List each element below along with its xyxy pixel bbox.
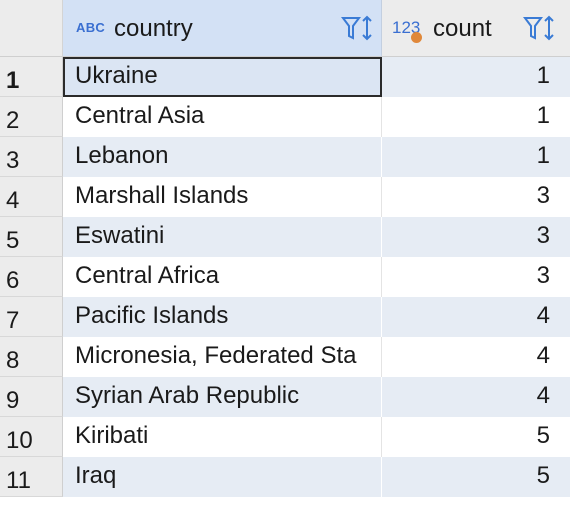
cell-count[interactable]: 4 — [382, 297, 570, 337]
cell-country[interactable]: Lebanon — [63, 137, 382, 177]
row-number[interactable]: 9 — [0, 377, 63, 417]
row-number[interactable]: 3 — [0, 137, 63, 177]
cell-count[interactable]: 1 — [382, 137, 570, 177]
cell-count[interactable]: 3 — [382, 257, 570, 297]
row-number[interactable]: 1 — [0, 57, 63, 97]
cell-country[interactable]: Pacific Islands — [63, 297, 382, 337]
table-row[interactable]: 8 Micronesia, Federated Sta 4 — [0, 337, 570, 377]
cell-count[interactable]: 5 — [382, 457, 570, 497]
table-row[interactable]: 7 Pacific Islands 4 — [0, 297, 570, 337]
column-header-count[interactable]: 123 count — [382, 0, 570, 57]
cell-count[interactable]: 5 — [382, 417, 570, 457]
column-header-country[interactable]: ABC country — [63, 0, 382, 57]
table-row[interactable]: 11 Iraq 5 — [0, 457, 570, 497]
cell-count[interactable]: 1 — [382, 97, 570, 137]
table-row[interactable]: 4 Marshall Islands 3 — [0, 177, 570, 217]
row-number[interactable]: 6 — [0, 257, 63, 297]
null-dot-icon — [411, 32, 422, 43]
row-number[interactable]: 8 — [0, 337, 63, 377]
table-row[interactable]: 1 Ukraine 1 — [0, 57, 570, 97]
row-number[interactable]: 5 — [0, 217, 63, 257]
cell-count[interactable]: 4 — [382, 377, 570, 417]
cell-country[interactable]: Syrian Arab Republic — [63, 377, 382, 417]
grid-corner[interactable] — [0, 0, 63, 57]
cell-country[interactable]: Central Africa — [63, 257, 382, 297]
cell-count[interactable]: 3 — [382, 177, 570, 217]
table-row[interactable]: 2 Central Asia 1 — [0, 97, 570, 137]
column-header-label: country — [114, 15, 193, 42]
cell-count[interactable]: 3 — [382, 217, 570, 257]
cell-country[interactable]: Ukraine — [63, 57, 382, 97]
row-number[interactable]: 2 — [0, 97, 63, 137]
table-row[interactable]: 9 Syrian Arab Republic 4 — [0, 377, 570, 417]
filter-sort-icon[interactable] — [341, 14, 375, 44]
row-number[interactable]: 7 — [0, 297, 63, 337]
cell-count[interactable]: 1 — [382, 57, 570, 97]
row-number[interactable]: 4 — [0, 177, 63, 217]
cell-country[interactable]: Eswatini — [63, 217, 382, 257]
text-type-icon: ABC — [76, 20, 106, 35]
partial-row-text: ‥ ‥ ‥ — [75, 500, 136, 508]
row-number[interactable]: 10 — [0, 417, 63, 457]
cell-country[interactable]: Marshall Islands — [63, 177, 382, 217]
cell-country[interactable]: Kiribati — [63, 417, 382, 457]
filter-sort-icon[interactable] — [523, 14, 557, 44]
column-header-label: count — [433, 15, 492, 42]
table-row[interactable]: 3 Lebanon 1 — [0, 137, 570, 177]
cell-country[interactable]: Central Asia — [63, 97, 382, 137]
row-number[interactable]: 11 — [0, 457, 63, 497]
table-row[interactable]: 10 Kiribati 5 — [0, 417, 570, 457]
number-type-icon: 123 — [392, 18, 422, 43]
cell-country[interactable]: Micronesia, Federated Sta — [63, 337, 382, 377]
cell-country[interactable]: Iraq — [63, 457, 382, 497]
table-row[interactable]: 6 Central Africa 3 — [0, 257, 570, 297]
cell-count[interactable]: 4 — [382, 337, 570, 377]
table-row[interactable]: 5 Eswatini 3 — [0, 217, 570, 257]
